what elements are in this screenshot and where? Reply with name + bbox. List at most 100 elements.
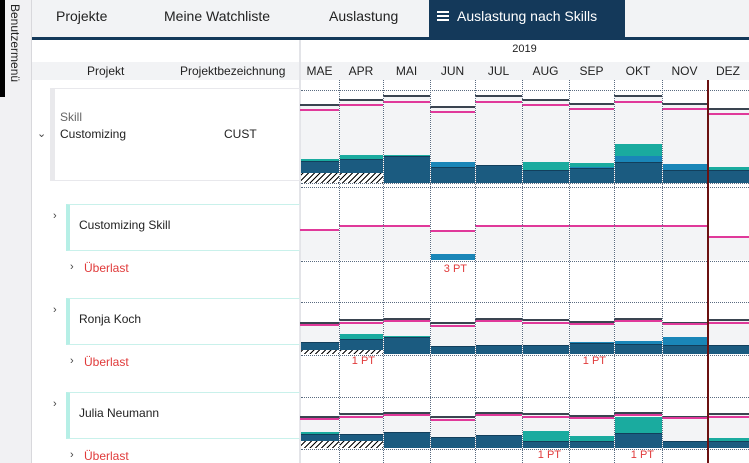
row-bottom-gridline	[301, 183, 749, 184]
available-line	[339, 416, 383, 418]
chevron-right-icon[interactable]: ›	[70, 355, 74, 367]
capacity-line	[569, 321, 614, 323]
available-line	[569, 225, 614, 227]
teal-bar	[384, 336, 430, 337]
dark-bar	[570, 168, 614, 183]
dark-bar	[615, 344, 662, 354]
dark-bar	[708, 170, 749, 183]
capacity-line	[522, 413, 569, 415]
capacity-line	[475, 318, 522, 320]
tab-auslastung-skills[interactable]: Auslastung nach Skills ×	[429, 0, 625, 57]
blue-bar	[663, 337, 707, 345]
capacity-line	[339, 319, 383, 321]
tab-label: Auslastung nach Skills	[457, 8, 598, 24]
capacity-line	[383, 318, 430, 320]
menu-icon[interactable]	[437, 11, 449, 21]
capacity-line	[569, 103, 614, 105]
teal-bar	[708, 438, 749, 441]
overload-label[interactable]: Überlast	[84, 261, 129, 275]
tab-auslastung[interactable]: Auslastung	[329, 8, 399, 24]
skill-code: CUST	[224, 127, 257, 141]
available-line	[430, 419, 475, 421]
user-menu-label[interactable]: Benutzermenü	[8, 4, 22, 83]
capacity-line	[430, 416, 475, 418]
row-top-gridline	[301, 187, 749, 188]
row-name: Customizing Skill	[79, 218, 171, 232]
overload-value: 3 PT	[443, 263, 467, 275]
capacity-area	[708, 236, 749, 260]
available-line	[383, 225, 430, 227]
dark-bar	[431, 437, 475, 448]
dark-bar	[708, 345, 749, 354]
month-sep: SEP	[579, 64, 604, 78]
dark-bar	[523, 170, 569, 183]
row-bottom-gridline	[301, 261, 749, 262]
available-line	[475, 225, 522, 227]
row-name: Ronja Koch	[79, 312, 142, 326]
available-line	[707, 322, 749, 324]
capacity-area	[523, 225, 569, 260]
available-line	[569, 417, 614, 419]
available-line	[522, 322, 569, 324]
blue-bar	[431, 254, 475, 260]
tab-projekte[interactable]: Projekte	[56, 8, 108, 24]
blue-bar	[431, 162, 475, 167]
chevron-right-icon[interactable]: ›	[53, 398, 57, 410]
teal-bar	[615, 144, 662, 156]
user-menu-sidebar[interactable]: Benutzermenü	[0, 0, 32, 463]
dark-bar	[384, 156, 430, 183]
teal-bar	[340, 334, 383, 339]
overload-value: 1 PT	[582, 355, 606, 367]
month-nov: NOV	[671, 64, 698, 78]
available-line	[707, 416, 749, 418]
overload-value: 1 PT	[351, 355, 375, 367]
chevron-down-icon[interactable]: ⌄	[37, 128, 47, 140]
chevron-right-icon[interactable]: ›	[70, 261, 74, 273]
pane-divider[interactable]	[299, 40, 301, 463]
month-mae: MAE	[306, 64, 333, 78]
row-customizing-skill[interactable]	[66, 204, 300, 251]
skill-row[interactable]	[50, 88, 300, 181]
capacity-line	[430, 106, 475, 108]
month-aug: AUG	[532, 64, 559, 78]
sidebar-handle[interactable]	[0, 0, 5, 97]
hatched-bar	[340, 350, 383, 354]
tab-watchliste[interactable]: Meine Watchliste	[164, 8, 271, 24]
row-ronja-koch[interactable]	[66, 298, 300, 345]
chevron-right-icon[interactable]: ›	[70, 449, 74, 461]
dark-bar	[708, 441, 749, 448]
close-icon[interactable]: ×	[467, 40, 476, 57]
available-line	[383, 320, 430, 322]
available-line	[430, 325, 475, 327]
col-projekt[interactable]: Projekt	[87, 64, 125, 78]
col-projektbezeichnung[interactable]: Projektbezeichnung	[180, 64, 286, 78]
dark-bar	[570, 441, 614, 448]
capacity-line	[522, 319, 569, 321]
capacity-area	[301, 229, 339, 260]
available-line	[662, 323, 707, 325]
teal-bar	[615, 417, 662, 433]
hatched-bar	[301, 350, 339, 354]
month-okt: OKT	[625, 64, 651, 78]
hatched-bar	[301, 173, 339, 183]
hatched-bar	[301, 441, 339, 448]
dark-bar	[615, 162, 662, 183]
teal-bar	[570, 436, 614, 441]
today-marker	[707, 80, 709, 463]
teal-bar	[384, 155, 430, 156]
teal-bar	[340, 155, 383, 159]
capacity-line	[475, 412, 522, 414]
month-gridline	[475, 80, 476, 463]
month-apr: APR	[348, 64, 374, 78]
overload-label[interactable]: Überlast	[84, 355, 129, 369]
chevron-right-icon[interactable]: ›	[53, 304, 57, 316]
overload-value: 1 PT	[630, 449, 654, 461]
row-top-gridline	[301, 397, 749, 398]
tab-bar: Projekte Meine Watchliste Auslastung Aus…	[32, 0, 749, 57]
dark-bar	[663, 345, 707, 354]
available-line	[383, 414, 430, 416]
row-julia-neumann[interactable]	[66, 392, 300, 439]
overload-label[interactable]: Überlast	[84, 449, 129, 463]
capacity-line	[614, 95, 662, 97]
chevron-right-icon[interactable]: ›	[53, 210, 57, 222]
